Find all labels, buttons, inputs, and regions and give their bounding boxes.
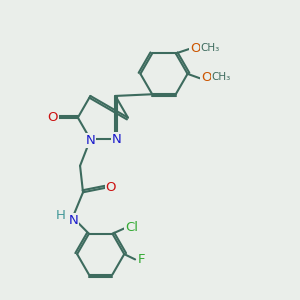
Text: N: N — [85, 134, 95, 147]
Text: CH₃: CH₃ — [201, 43, 220, 53]
Text: O: O — [201, 71, 211, 84]
Text: CH₃: CH₃ — [212, 72, 231, 82]
Text: Cl: Cl — [125, 221, 138, 234]
Text: O: O — [106, 182, 116, 194]
Text: N: N — [112, 133, 122, 146]
Text: O: O — [48, 111, 58, 124]
Text: F: F — [138, 253, 146, 266]
Text: O: O — [190, 42, 201, 55]
Text: H: H — [56, 209, 65, 222]
Text: N: N — [68, 214, 78, 227]
